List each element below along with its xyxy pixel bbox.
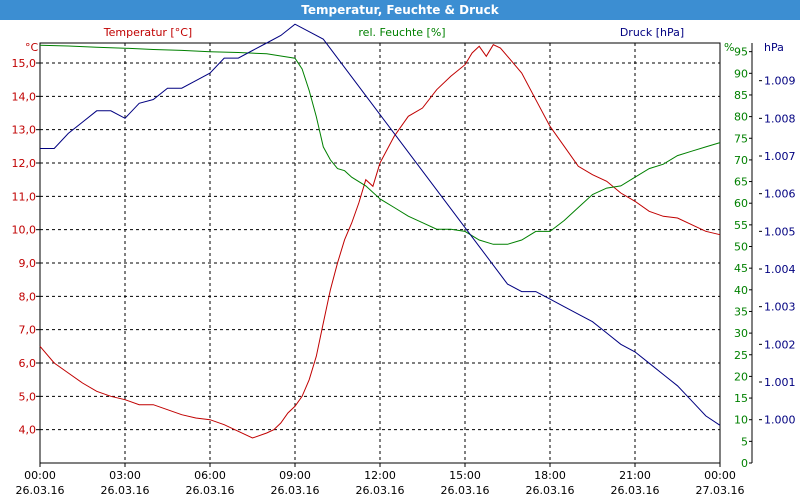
pressure-tick-label: 1.003 bbox=[764, 301, 796, 314]
series-layer bbox=[39, 23, 721, 439]
humidity-tick-label: 20 bbox=[734, 370, 748, 383]
date-tick-label: 27.03.16 bbox=[696, 484, 745, 497]
humidity-tick-label: 80 bbox=[734, 111, 748, 124]
date-tick-label: 26.03.16 bbox=[16, 484, 65, 497]
humidity-tick-label: 0 bbox=[741, 457, 748, 470]
pressure-tick-label: 1.006 bbox=[764, 188, 796, 201]
pressure-tick-label: 1.000 bbox=[764, 414, 796, 427]
date-tick-label: 26.03.16 bbox=[441, 484, 490, 497]
pressure-tick-label: 1.004 bbox=[764, 263, 796, 276]
time-tick-label: 09:00 bbox=[279, 469, 311, 482]
humidity-tick-label: 70 bbox=[734, 154, 748, 167]
humidity-tick-label: 75 bbox=[734, 132, 748, 145]
humidity-tick-label: 95 bbox=[734, 46, 748, 59]
temperature-tick-label: 14,0 bbox=[12, 90, 37, 103]
pressure-axis: 1.000 1.001 1.002 1.003 1.004 1.005 1.006 1.007… bbox=[759, 41, 796, 427]
pressure-tick-label: 1.008 bbox=[764, 112, 796, 125]
temperature-tick-label: 5,0 bbox=[19, 390, 37, 403]
pressure-tick-label: 1.005 bbox=[764, 225, 796, 238]
date-tick-label: 26.03.16 bbox=[611, 484, 660, 497]
pressure-tick-label: 1.007 bbox=[764, 150, 796, 163]
humidity-unit: % bbox=[724, 41, 734, 54]
time-tick-label: 03:00 bbox=[109, 469, 141, 482]
time-tick-label: 06:00 bbox=[194, 469, 226, 482]
pressure-tick-label: 1.009 bbox=[764, 75, 796, 88]
axis-labels: Temperatur [°C] rel. Feuchte [%] Druck [hP… bbox=[103, 26, 684, 39]
humidity-axis: 0 5 10 15 20 25 30 35 40 45 50 55 60 65 70 75 80 85 90 95% bbox=[724, 41, 753, 470]
grid bbox=[40, 43, 720, 463]
temperature-tick-label: 11,0 bbox=[12, 190, 37, 203]
date-tick-label: 26.03.16 bbox=[101, 484, 150, 497]
humidity-tick-label: 5 bbox=[741, 435, 748, 448]
temperature-tick-label: 7,0 bbox=[19, 324, 37, 337]
humidity-tick-label: 50 bbox=[734, 241, 748, 254]
time-tick-label: 00:00 bbox=[24, 469, 56, 482]
temperature-tick-label: 9,0 bbox=[19, 257, 37, 270]
date-tick-label: 26.03.16 bbox=[271, 484, 320, 497]
temperature-tick-label: 8,0 bbox=[19, 290, 37, 303]
humidity-tick-label: 35 bbox=[734, 305, 748, 318]
humidity-tick-label: 55 bbox=[734, 219, 748, 232]
humidity-tick-label: 65 bbox=[734, 176, 748, 189]
pressure-tick-label: 1.002 bbox=[764, 338, 796, 351]
pressure-tick-label: 1.001 bbox=[764, 376, 796, 389]
temperature-axis: 4,0 5,0 6,0 7,0 8,0 9,0 10,0 11,0 12,0 13,0 14,0 15… bbox=[12, 41, 40, 437]
pressure-axis-label: Druck [hPa] bbox=[620, 26, 684, 39]
date-tick-label: 26.03.16 bbox=[186, 484, 235, 497]
date-tick-label: 26.03.16 bbox=[356, 484, 405, 497]
humidity-tick-label: 45 bbox=[734, 262, 748, 275]
humidity-tick-label: 30 bbox=[734, 327, 748, 340]
humidity-tick-label: 15 bbox=[734, 392, 748, 405]
temperature-tick-label: 15,0 bbox=[12, 57, 37, 70]
humidity-axis-label: rel. Feuchte [%] bbox=[358, 26, 445, 39]
humidity-tick-label: 40 bbox=[734, 284, 748, 297]
time-axis: 00:00 26.03.16 03:00 26.03.16 06:00 26.03.16 0… bbox=[16, 463, 745, 497]
humidity-tick-label: 90 bbox=[734, 67, 748, 80]
temperature-tick-label: 13,0 bbox=[12, 124, 37, 137]
time-tick-label: 18:00 bbox=[534, 469, 566, 482]
temperature-tick-label: 4,0 bbox=[19, 424, 37, 437]
chart: 4,0 5,0 6,0 7,0 8,0 9,0 10,0 11,0 12,0 13,0 14,0 15… bbox=[12, 23, 796, 497]
temperature-axis-label: Temperatur [°C] bbox=[103, 26, 192, 39]
humidity-tick-label: 10 bbox=[734, 414, 748, 427]
time-tick-label: 00:00 bbox=[704, 469, 736, 482]
humidity-tick-label: 85 bbox=[734, 89, 748, 102]
time-tick-label: 15:00 bbox=[449, 469, 481, 482]
temperature-line bbox=[39, 44, 721, 439]
date-tick-label: 26.03.16 bbox=[526, 484, 575, 497]
temperature-tick-label: 10,0 bbox=[12, 224, 37, 237]
humidity-tick-label: 60 bbox=[734, 197, 748, 210]
pressure-line bbox=[40, 23, 721, 426]
pressure-unit: hPa bbox=[764, 41, 784, 54]
temperature-unit: °C bbox=[25, 41, 39, 54]
humidity-tick-label: 25 bbox=[734, 349, 748, 362]
time-tick-label: 21:00 bbox=[619, 469, 651, 482]
temperature-tick-label: 12,0 bbox=[12, 157, 37, 170]
time-tick-label: 12:00 bbox=[364, 469, 396, 482]
window-title: Temperatur, Feuchte & Druck bbox=[0, 0, 800, 20]
temperature-tick-label: 6,0 bbox=[19, 357, 37, 370]
